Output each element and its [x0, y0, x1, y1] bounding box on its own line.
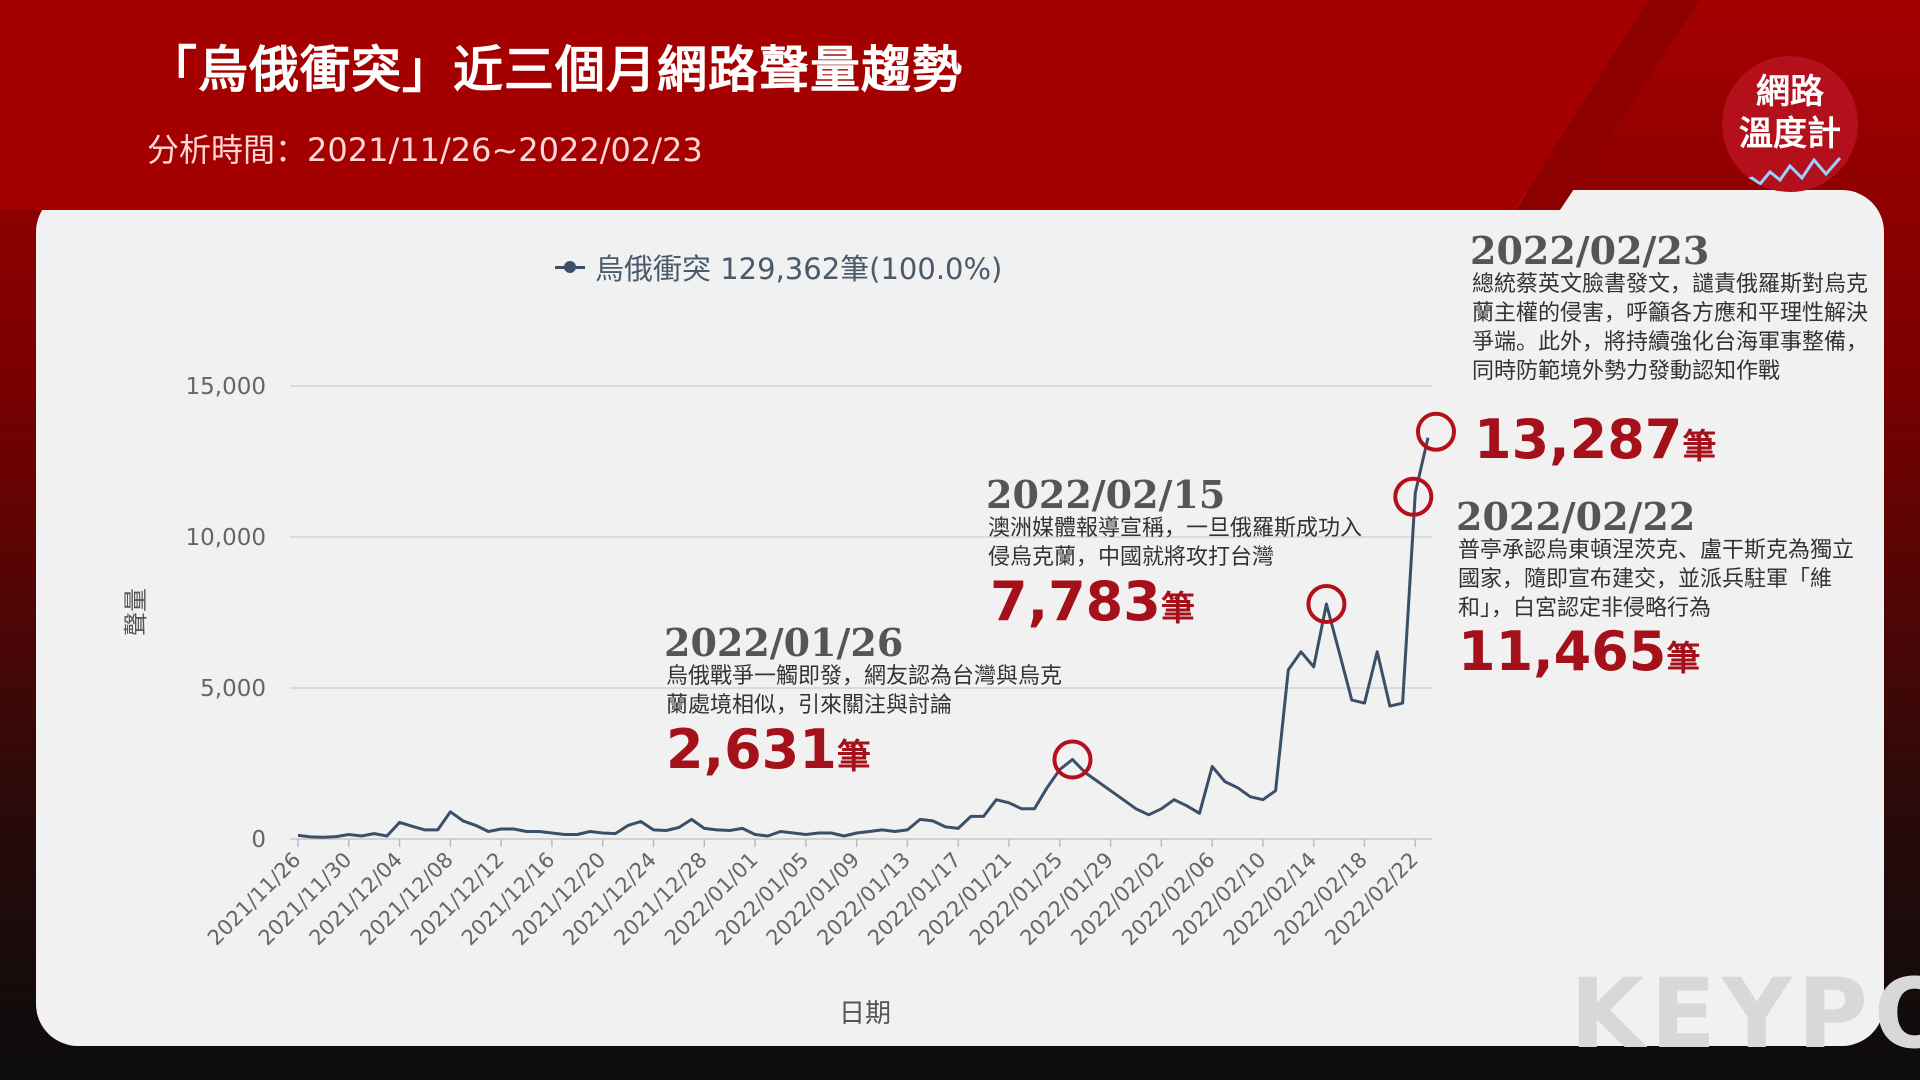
annotation-value-0223: 13,287筆: [1474, 408, 1716, 471]
annotation-date-0215: 2022/02/15: [986, 472, 1226, 517]
thermometer-logo: 網路 溫度計: [1722, 56, 1858, 192]
annotation-value-number-0223: 13,287: [1474, 408, 1683, 471]
annotation-desc-0223: 總統蔡英文臉書發文，譴責俄羅斯對烏克蘭主權的侵害，呼籲各方應和平理性解決爭端。此…: [1472, 272, 1869, 384]
annotation-value-0215: 7,783筆: [990, 570, 1195, 633]
y-axis-label: 聲量: [122, 588, 150, 636]
annotation-value-number-0215: 7,783: [990, 570, 1161, 633]
y-tick-label: 0: [251, 827, 266, 853]
annotation-value-number-0126: 2,631: [666, 718, 837, 781]
analysis-period-label: 分析時間：: [147, 131, 308, 169]
keypo-watermark: KEYPO: [1570, 958, 1920, 1070]
annotation-date-0222: 2022/02/22: [1456, 494, 1696, 539]
y-tick-label: 5,000: [200, 676, 266, 702]
annotation-value-unit-0126: 筆: [836, 737, 871, 777]
y-tick-label: 15,000: [186, 374, 266, 400]
y-tick-label: 10,000: [186, 525, 266, 551]
annotation-value-number-0222: 11,465: [1458, 620, 1667, 683]
y-tick-labels: 0 5,000 10,000 15,000: [186, 374, 266, 853]
chart-card: [36, 190, 1884, 1046]
grid-lines: [290, 385, 1432, 840]
analysis-period: 分析時間：2021/11/26~2022/02/23: [147, 125, 703, 171]
annotation-value-unit-0222: 筆: [1666, 639, 1701, 679]
annotation-value-0222: 11,465筆: [1458, 620, 1700, 683]
series-line-烏俄衝突: [297, 437, 1430, 839]
annotation-date-0223: 2022/02/23: [1470, 228, 1710, 273]
highlight-circle: [1416, 411, 1456, 452]
highlight-circles: [1052, 411, 1456, 780]
legend-series-name: 烏俄衝突: [595, 252, 712, 286]
annotation-date-0126: 2022/01/26: [664, 620, 904, 665]
logo-line-2: 溫度計: [1739, 114, 1841, 154]
page-title: 「烏俄衝突」近三個月網路聲量趨勢: [147, 41, 963, 99]
annotation-desc-0126: 烏俄戰爭一觸即發，網友認為台灣與烏克蘭處境相似，引來關注與討論: [666, 664, 1063, 718]
legend-line-marker-icon: [555, 260, 585, 274]
x-axis: [297, 839, 1417, 847]
annotation-desc-0215: 澳洲媒體報導宣稱，一旦俄羅斯成功入侵烏克蘭，中國就將攻打台灣: [988, 516, 1363, 570]
annotation-desc-0222: 普亭承認烏東頓涅茨克、盧干斯克為獨立國家，隨即宣布建交，並派兵駐軍「維和」，白宮…: [1458, 538, 1855, 621]
x-tick-labels: 2021/11/262021/11/302021/12/042021/12/08…: [203, 848, 1423, 951]
annotation-value-0126: 2,631筆: [666, 718, 871, 781]
annotation-value-unit-0215: 筆: [1160, 589, 1195, 629]
highlight-circle: [1306, 583, 1347, 624]
highlight-circle: [1393, 476, 1434, 517]
analysis-period-range: 2021/11/26~2022/02/23: [307, 131, 703, 169]
chart-legend: 烏俄衝突 129,362筆(100.0%): [555, 246, 1002, 288]
logo-line-1: 網路: [1756, 72, 1824, 112]
highlight-circle: [1052, 739, 1093, 780]
annotation-value-unit-0223: 筆: [1682, 427, 1717, 467]
x-axis-label: 日期: [839, 999, 891, 1029]
legend-series-total: 129,362筆(100.0%): [720, 252, 1003, 286]
pulse-icon: [1739, 157, 1842, 187]
